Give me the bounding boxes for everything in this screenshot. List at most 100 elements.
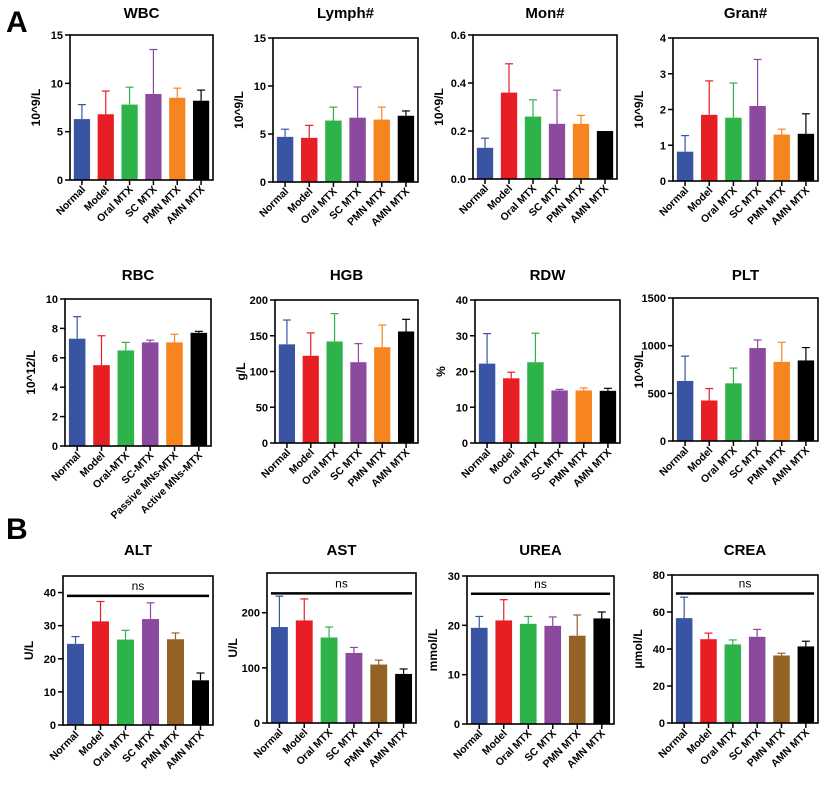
plot-frame xyxy=(272,37,419,183)
bar-sc-mtx xyxy=(350,362,367,443)
y-tick-label: 20 xyxy=(653,681,665,693)
bar-amn-mtx xyxy=(797,360,815,441)
y-axis-label: 10^9/L xyxy=(232,91,246,129)
bar-sc-mtx xyxy=(548,123,566,179)
bar-amn-mtx xyxy=(192,680,209,725)
y-tick-label: 6 xyxy=(52,353,58,365)
bar-pmn-mtx xyxy=(773,655,790,723)
bar-oral-mtx xyxy=(117,639,134,725)
y-tick-label: 50 xyxy=(256,402,268,414)
bar-pmn-mtx xyxy=(773,361,790,441)
y-tick-label: 0 xyxy=(454,719,460,731)
plot-frame xyxy=(672,297,819,442)
bar-oral-mtx xyxy=(524,116,542,179)
bar-pmn-mtx xyxy=(773,134,790,181)
y-tick-label: 10 xyxy=(46,294,58,306)
y-tick-label: 2 xyxy=(660,105,666,117)
bar-pmn-mtx xyxy=(568,635,586,724)
y-tick-label: 5 xyxy=(260,129,266,141)
bar-normal xyxy=(68,338,86,446)
bar-model xyxy=(503,378,520,443)
chart-title: RBC xyxy=(122,267,155,284)
bar-normal xyxy=(470,627,488,724)
bar-pmn-mtx xyxy=(373,119,390,182)
plot-frame xyxy=(466,575,615,725)
bar-amn-mtx xyxy=(192,100,210,180)
bar-sc-mtx xyxy=(145,93,162,180)
y-tick-label: 20 xyxy=(44,654,56,666)
y-tick-label: 0 xyxy=(659,718,665,730)
bar-oral-mtx xyxy=(724,644,742,723)
y-tick-label: 4 xyxy=(660,33,667,45)
bar-amn-mtx xyxy=(397,115,415,182)
y-tick-label: 1 xyxy=(660,140,666,152)
y-tick-label: 0 xyxy=(660,436,666,448)
bar-passive-mns-mtx xyxy=(166,342,183,446)
bar-model xyxy=(700,639,717,723)
bar-oral-mtx xyxy=(117,350,135,446)
y-axis-label: 10^9/L xyxy=(432,88,446,126)
y-tick-label: 10 xyxy=(44,687,56,699)
plot-frame xyxy=(274,299,419,444)
bar-sc-mtx xyxy=(349,117,366,182)
y-tick-label: 0 xyxy=(660,176,666,188)
bar-pmn-mtx xyxy=(374,347,391,443)
chart-title: RDW xyxy=(530,267,567,284)
y-axis-label: 10^9/L xyxy=(632,351,646,389)
y-tick-label: 60 xyxy=(653,607,665,619)
chart-title: Gran# xyxy=(724,5,768,22)
y-axis-label: 10^9/L xyxy=(29,89,43,127)
y-axis-label: mmol/L xyxy=(426,629,440,672)
y-tick-label: 30 xyxy=(44,621,56,633)
chart-title: CREA xyxy=(724,542,767,559)
bar-model xyxy=(92,621,109,725)
bar-model xyxy=(93,365,110,446)
y-tick-label: 40 xyxy=(653,644,665,656)
plot-frame xyxy=(62,575,214,726)
y-tick-label: 10 xyxy=(254,81,266,93)
chart-title: Lymph# xyxy=(317,5,375,22)
y-tick-label: 1500 xyxy=(642,293,666,305)
bar-model xyxy=(701,114,718,181)
plot-frame xyxy=(671,574,819,724)
y-tick-label: 200 xyxy=(242,608,260,620)
y-tick-label: 0 xyxy=(462,438,468,450)
bar-model xyxy=(495,620,513,724)
bar-model xyxy=(301,137,318,182)
y-axis-label: g/L xyxy=(234,363,248,381)
x-tick-label: Normal xyxy=(54,184,88,218)
bar-oral-mtx xyxy=(725,383,742,441)
x-tick-label: Normal xyxy=(251,727,285,761)
y-tick-label: 10 xyxy=(456,402,468,414)
y-tick-label: 500 xyxy=(648,388,666,400)
bar-oral-mtx xyxy=(320,637,338,723)
y-tick-label: 30 xyxy=(448,571,460,583)
chart-title: ALT xyxy=(124,542,152,559)
bar-model xyxy=(500,92,518,179)
y-tick-label: 0 xyxy=(262,438,268,450)
bar-oral-mtx xyxy=(326,341,343,443)
y-tick-label: 150 xyxy=(250,331,268,343)
chart-title: WBC xyxy=(124,5,160,22)
y-tick-label: 0 xyxy=(52,441,58,453)
bar-sc-mtx xyxy=(345,652,363,723)
y-tick-label: 0 xyxy=(260,177,266,189)
y-tick-label: 5 xyxy=(57,127,63,139)
plot-frame xyxy=(672,37,819,182)
y-tick-label: 80 xyxy=(653,570,665,582)
bar-sc-mtx xyxy=(551,390,568,443)
bar-model xyxy=(97,114,114,180)
chart-title: UREA xyxy=(519,542,562,559)
y-tick-label: 0 xyxy=(254,718,260,730)
plot-frame xyxy=(69,34,214,181)
bar-amn-mtx xyxy=(797,133,815,181)
bar-pmn-mtx xyxy=(572,123,590,179)
